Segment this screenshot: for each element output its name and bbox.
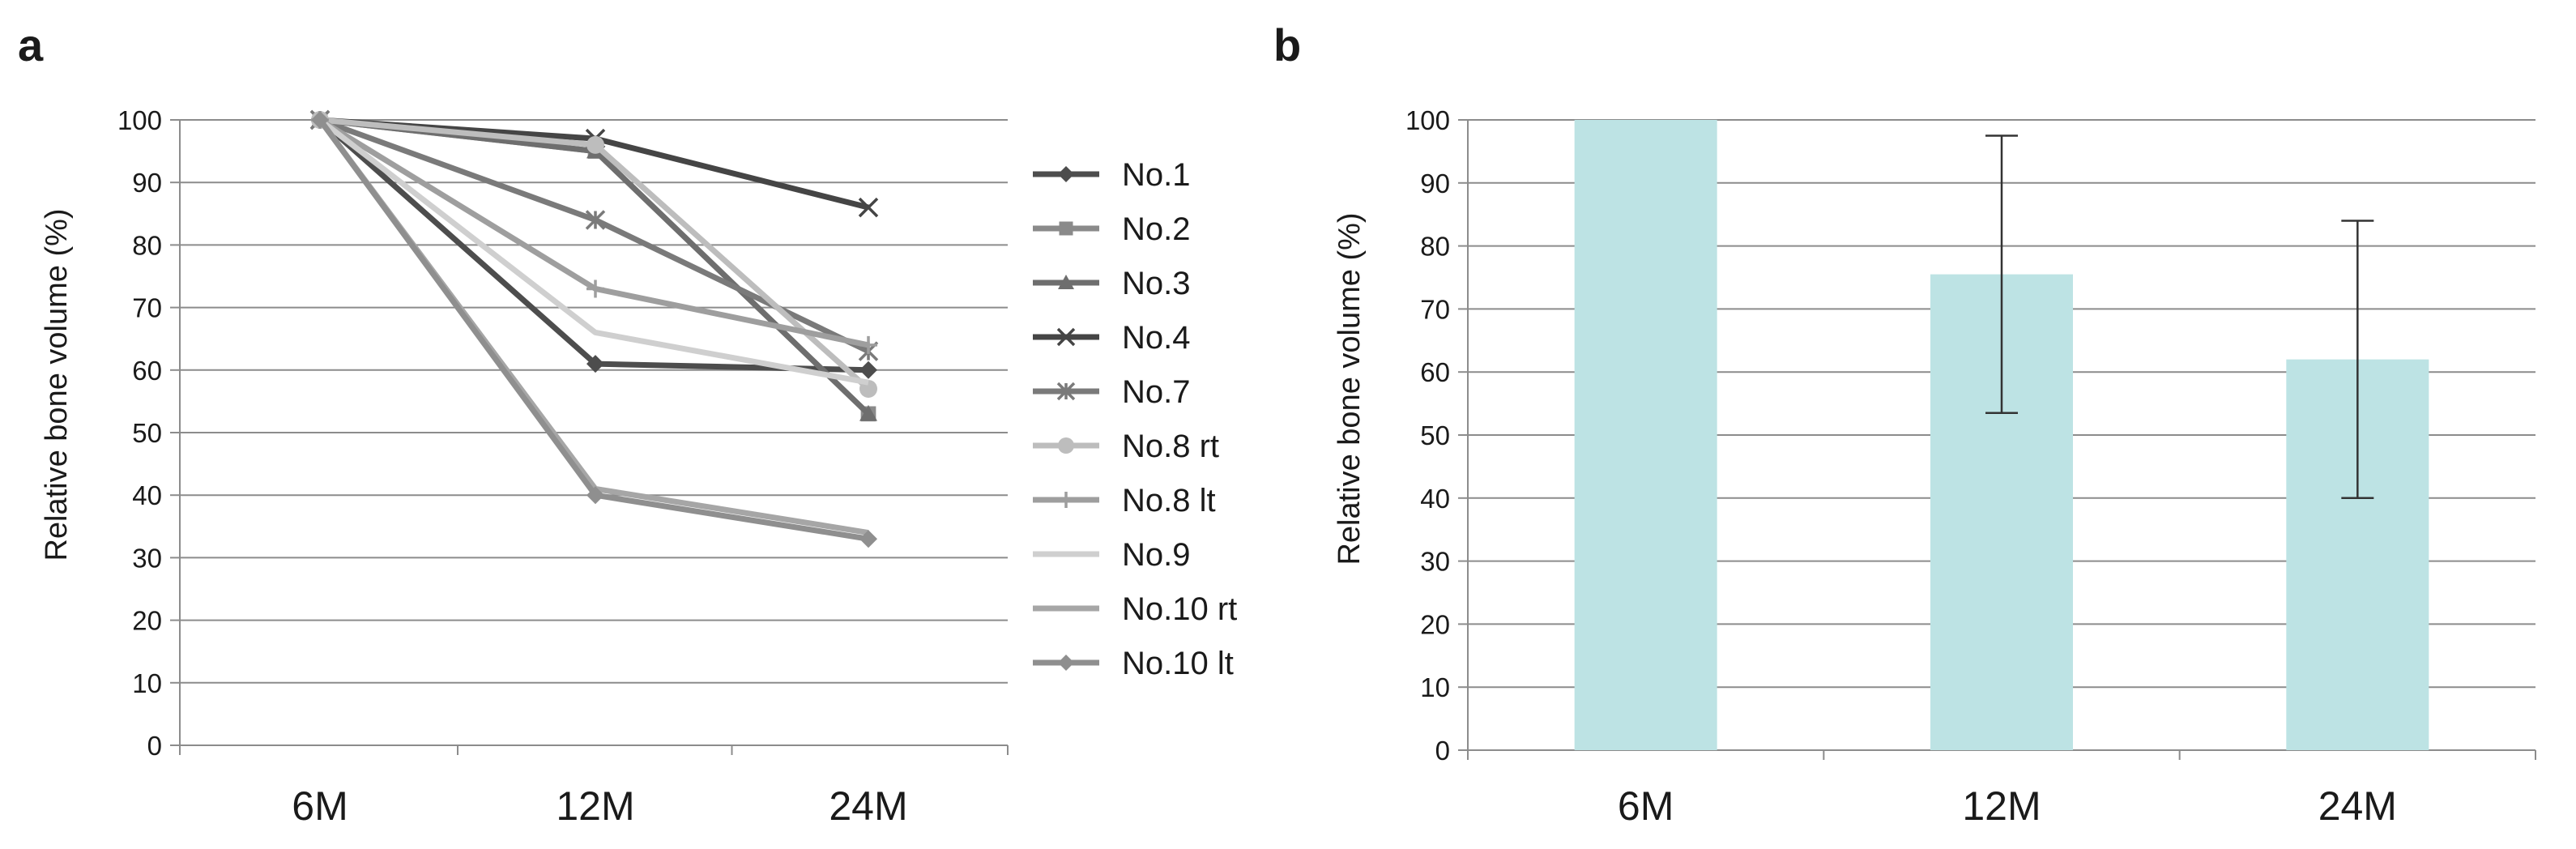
legend-item-no-10-rt: No.10 rt — [1033, 591, 1237, 627]
y-tick-label-30: 30 — [132, 543, 162, 573]
y-tick-label-100: 100 — [1405, 105, 1450, 135]
legend-marker — [1058, 437, 1074, 454]
legend-marker — [1058, 275, 1074, 289]
series-no-3 — [311, 111, 877, 421]
data-point-no-8-rt-12m — [586, 135, 604, 154]
x-tick-label-6m: 6M — [292, 783, 348, 829]
legend-item-no-7: No.7 — [1033, 374, 1191, 410]
legend-marker — [1058, 655, 1074, 671]
legend-label: No.2 — [1122, 211, 1191, 247]
y-tick-label-90: 90 — [132, 168, 162, 198]
y-tick-label-60: 60 — [1420, 357, 1450, 387]
legend-marker — [1056, 382, 1076, 401]
legend-label: No.8 rt — [1122, 429, 1219, 464]
y-tick-label-60: 60 — [132, 356, 162, 386]
data-point-no-10-lt-6m — [311, 111, 329, 129]
error-bar-24m — [2341, 220, 2374, 500]
legend-label: No.7 — [1122, 374, 1191, 410]
legend-label: No.8 lt — [1122, 483, 1216, 518]
legend-item-no-9: No.9 — [1033, 537, 1191, 573]
y-tick-label-10: 10 — [1420, 672, 1450, 702]
series-no-10-lt — [311, 111, 877, 548]
data-point-no-3-24m — [859, 404, 877, 421]
y-tick-label-40: 40 — [132, 480, 162, 510]
legend-item-no-2: No.2 — [1033, 211, 1191, 247]
legend-label: No.1 — [1122, 157, 1191, 193]
y-tick-label-10: 10 — [132, 668, 162, 698]
panel-label-b: b — [1273, 19, 1301, 70]
legend-item-no-3: No.3 — [1033, 266, 1191, 301]
data-point-no-8-lt-24m — [859, 335, 877, 354]
error-bars — [1985, 134, 2374, 500]
series-no-9 — [318, 117, 869, 386]
bar-6m — [1574, 120, 1717, 750]
y-tick-label-40: 40 — [1420, 484, 1450, 514]
data-point-no-8-lt-12m — [586, 279, 604, 298]
line-chart-panel: 0 10 20 30 40 50 60 70 80 90 100 6M 12M 24M No.1 No.2… — [40, 105, 1237, 829]
legend-label: No.10 rt — [1122, 591, 1237, 627]
x-tick-label-12m: 12M — [556, 783, 634, 829]
data-point-no-4-24m — [858, 197, 879, 218]
bar-chart-panel: 0 10 20 30 40 50 60 70 80 90 100 6M 12M 24M Relative… — [1333, 105, 2536, 829]
y-tick-labels: 0 10 20 30 40 50 60 70 80 90 100 — [117, 105, 162, 761]
legend-item-no-8-rt: No.8 rt — [1033, 429, 1219, 464]
legend-label: No.10 lt — [1122, 646, 1234, 681]
y-axis-title: Relative bone volume (%) — [1333, 212, 1367, 565]
y-tick-label-80: 80 — [132, 230, 162, 260]
y-tick-label-0: 0 — [147, 731, 162, 761]
y-tick-label-80: 80 — [1420, 232, 1450, 262]
legend-item-no-10-lt: No.10 lt — [1033, 646, 1234, 681]
y-tick-label-70: 70 — [1420, 294, 1450, 324]
y-tick-labels: 0 10 20 30 40 50 60 70 80 90 100 — [1405, 105, 1450, 766]
y-tick-label-70: 70 — [132, 293, 162, 323]
y-axis-title: Relative bone volume (%) — [40, 208, 74, 561]
y-tick-label-50: 50 — [1420, 420, 1450, 450]
series-line-no-8-rt — [319, 117, 871, 391]
data-point-no-7-12m — [585, 210, 606, 230]
panel-label-a: a — [18, 19, 44, 70]
legend-marker — [1059, 221, 1073, 236]
error-bar-12m — [1985, 134, 2018, 415]
x-tick-label-6m: 6M — [1618, 783, 1674, 829]
legend: No.1 No.2 No.3 No.4 No.7 No.8 rt No.8 lt No.9 No… — [1033, 157, 1237, 681]
series-lines — [309, 109, 879, 548]
legend-label: No.3 — [1122, 266, 1191, 301]
series-no-2 — [312, 112, 876, 422]
legend-marker — [1058, 492, 1074, 508]
legend-item-no-8-lt: No.8 lt — [1033, 483, 1216, 518]
legend-label: No.4 — [1122, 320, 1191, 356]
data-point-no-1-12m — [586, 355, 604, 373]
legend-marker — [1056, 327, 1076, 347]
x-tick-label-12m: 12M — [1962, 783, 2041, 829]
legend-marker — [1058, 166, 1074, 182]
legend-item-no-4: No.4 — [1033, 320, 1191, 356]
data-point-no-10-lt-12m — [586, 486, 604, 505]
legend-label: No.9 — [1122, 537, 1191, 573]
legend-item-no-1: No.1 — [1033, 157, 1191, 193]
y-tick-label-30: 30 — [1420, 547, 1450, 577]
y-tick-label-20: 20 — [1420, 609, 1450, 639]
data-point-no-10-lt-24m — [859, 530, 877, 548]
x-tick-label-24m: 24M — [829, 783, 907, 829]
series-line-no-9 — [318, 117, 869, 386]
data-point-no-1-24m — [859, 361, 877, 379]
y-tick-label-20: 20 — [132, 606, 162, 636]
bars — [1574, 120, 2429, 750]
y-tick-label-50: 50 — [132, 418, 162, 448]
y-tick-label-90: 90 — [1420, 169, 1450, 198]
x-tick-label-24m: 24M — [2318, 783, 2397, 829]
x-tick-labels: 6M 12M 24M — [1618, 783, 2397, 829]
x-tick-labels: 6M 12M 24M — [292, 783, 907, 829]
y-tick-label-100: 100 — [117, 105, 162, 135]
y-tick-label-0: 0 — [1435, 736, 1450, 766]
